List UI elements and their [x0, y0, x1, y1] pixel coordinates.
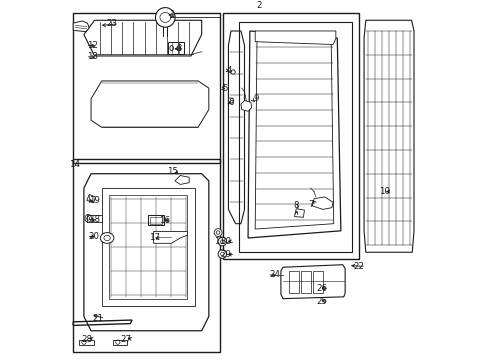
Text: 2: 2	[256, 1, 261, 10]
Polygon shape	[294, 209, 304, 217]
Text: 24: 24	[268, 270, 280, 279]
Polygon shape	[86, 194, 95, 202]
Text: 27: 27	[120, 335, 131, 344]
Ellipse shape	[100, 233, 114, 243]
Bar	[300, 271, 310, 293]
Text: 8: 8	[293, 202, 298, 211]
Text: 7: 7	[308, 199, 313, 208]
Polygon shape	[84, 174, 208, 331]
Bar	[239, 22, 351, 252]
Polygon shape	[228, 31, 244, 224]
Text: 17: 17	[149, 234, 160, 243]
Polygon shape	[113, 340, 127, 345]
Ellipse shape	[155, 8, 175, 27]
Bar	[312, 271, 323, 293]
Ellipse shape	[214, 229, 222, 237]
Polygon shape	[79, 340, 93, 345]
Bar	[168, 42, 183, 54]
Bar	[148, 215, 164, 225]
Bar	[102, 188, 194, 306]
Bar	[223, 13, 358, 259]
Polygon shape	[84, 20, 201, 56]
Text: 29: 29	[220, 250, 231, 259]
Bar	[73, 13, 219, 163]
Text: 4: 4	[226, 66, 232, 75]
Ellipse shape	[218, 237, 226, 246]
Text: 3: 3	[176, 44, 182, 53]
Text: 11: 11	[214, 237, 224, 246]
Text: 13: 13	[87, 52, 98, 61]
Bar	[150, 217, 162, 224]
Polygon shape	[255, 31, 335, 45]
Polygon shape	[280, 265, 345, 299]
Text: 18: 18	[88, 215, 100, 224]
Ellipse shape	[218, 250, 226, 258]
Text: 16: 16	[158, 216, 169, 225]
Ellipse shape	[230, 70, 235, 74]
Text: 20: 20	[88, 232, 100, 241]
Polygon shape	[247, 31, 340, 238]
Text: 14: 14	[69, 160, 81, 169]
Text: 21: 21	[92, 314, 103, 323]
Polygon shape	[73, 21, 89, 32]
Text: 26: 26	[315, 284, 326, 293]
Polygon shape	[363, 20, 413, 252]
Polygon shape	[175, 176, 189, 184]
Text: 12: 12	[87, 41, 98, 50]
Text: 1: 1	[169, 10, 175, 19]
Polygon shape	[153, 231, 187, 243]
Text: 23: 23	[106, 19, 117, 28]
Text: 15: 15	[167, 167, 178, 176]
Bar	[109, 195, 187, 299]
Text: 25: 25	[315, 297, 326, 306]
Polygon shape	[312, 197, 332, 210]
Polygon shape	[228, 98, 233, 103]
Polygon shape	[87, 215, 102, 222]
Text: 30: 30	[220, 237, 231, 246]
Text: 10: 10	[378, 187, 389, 196]
Polygon shape	[241, 100, 251, 111]
Text: 6: 6	[228, 98, 233, 107]
Text: 5: 5	[222, 84, 227, 93]
Text: 19: 19	[88, 196, 99, 205]
Bar	[288, 271, 299, 293]
Bar	[73, 159, 219, 352]
Polygon shape	[91, 81, 208, 127]
Text: 28: 28	[81, 335, 93, 344]
Text: 9: 9	[253, 94, 258, 103]
Text: 22: 22	[352, 262, 363, 271]
